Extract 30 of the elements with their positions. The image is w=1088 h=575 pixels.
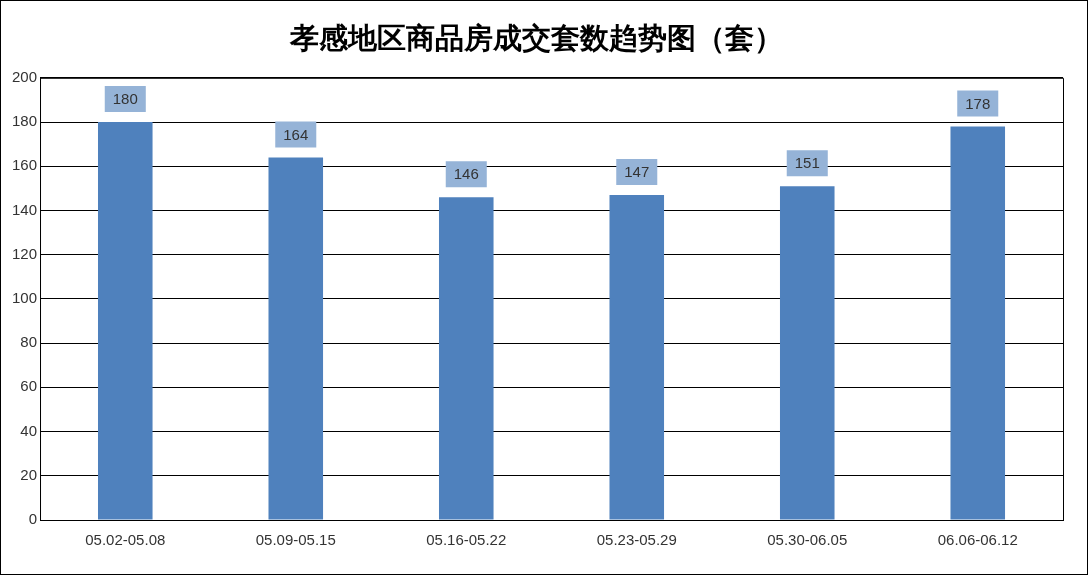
- y-tick-label: 20: [20, 465, 38, 483]
- y-tick-label: 0: [28, 510, 38, 528]
- chart-title: 孝感地区商品房成交套数趋势图（套）: [288, 20, 783, 55]
- y-tick-label: 180: [12, 112, 38, 130]
- data-label: 178: [965, 94, 991, 112]
- y-tick-label: 200: [12, 67, 38, 85]
- x-tick-label: 05.09-05.15: [255, 531, 336, 549]
- x-tick-label: 05.16-05.22: [426, 531, 507, 549]
- data-label: 147: [624, 163, 650, 181]
- y-tick-label: 140: [12, 200, 38, 218]
- data-label: 146: [453, 165, 479, 183]
- bar: [438, 197, 494, 520]
- y-tick-label: 40: [20, 421, 38, 439]
- data-label: 151: [794, 154, 820, 172]
- x-tick-label: 05.30-06.05: [767, 531, 848, 549]
- y-tick-label: 60: [20, 377, 38, 395]
- data-label: 180: [112, 90, 138, 108]
- y-tick-label: 160: [12, 156, 38, 174]
- y-tick-label: 120: [12, 244, 38, 262]
- data-label: 164: [283, 125, 309, 143]
- bar: [950, 126, 1006, 520]
- x-tick-label: 05.02-05.08: [85, 531, 166, 549]
- bar: [779, 186, 835, 520]
- bar: [609, 194, 665, 520]
- bar: [98, 122, 153, 520]
- y-tick-label: 100: [12, 289, 38, 307]
- bar: [268, 157, 324, 520]
- x-tick-label: 06.06-06.12: [937, 531, 1018, 549]
- x-tick-label: 05.23-05.29: [596, 531, 677, 549]
- y-tick-label: 80: [20, 333, 38, 351]
